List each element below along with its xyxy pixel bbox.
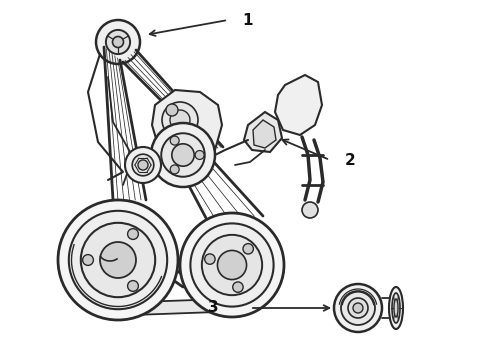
Circle shape	[166, 104, 178, 116]
Polygon shape	[275, 75, 322, 135]
Circle shape	[127, 229, 138, 239]
Ellipse shape	[389, 287, 403, 329]
Circle shape	[195, 150, 204, 159]
Circle shape	[348, 298, 368, 318]
Circle shape	[302, 202, 318, 218]
Circle shape	[191, 224, 273, 307]
Circle shape	[334, 284, 382, 332]
Circle shape	[341, 291, 375, 325]
Text: 1: 1	[243, 13, 253, 27]
Circle shape	[205, 254, 215, 264]
Circle shape	[170, 165, 179, 174]
Circle shape	[180, 213, 284, 317]
Circle shape	[151, 123, 215, 187]
Circle shape	[161, 133, 205, 177]
Circle shape	[353, 303, 363, 313]
Circle shape	[127, 280, 138, 291]
Circle shape	[243, 244, 253, 254]
Circle shape	[218, 251, 246, 280]
Polygon shape	[253, 120, 276, 148]
Circle shape	[81, 223, 155, 297]
Circle shape	[113, 36, 123, 48]
Ellipse shape	[392, 293, 400, 323]
Circle shape	[125, 147, 161, 183]
Circle shape	[96, 20, 140, 64]
Circle shape	[58, 200, 178, 320]
Circle shape	[83, 255, 94, 265]
Circle shape	[170, 110, 190, 130]
Ellipse shape	[394, 299, 398, 317]
Circle shape	[162, 102, 198, 138]
Circle shape	[132, 154, 154, 176]
Circle shape	[170, 136, 179, 145]
Circle shape	[202, 235, 262, 295]
Text: 2: 2	[344, 153, 355, 167]
Circle shape	[184, 126, 196, 138]
Circle shape	[233, 282, 243, 292]
Circle shape	[100, 242, 136, 278]
Text: 3: 3	[208, 301, 219, 315]
Circle shape	[138, 160, 148, 170]
Circle shape	[172, 144, 194, 166]
Polygon shape	[133, 299, 224, 315]
Circle shape	[106, 30, 130, 54]
Polygon shape	[152, 90, 222, 162]
Polygon shape	[244, 112, 282, 152]
Circle shape	[69, 211, 167, 309]
